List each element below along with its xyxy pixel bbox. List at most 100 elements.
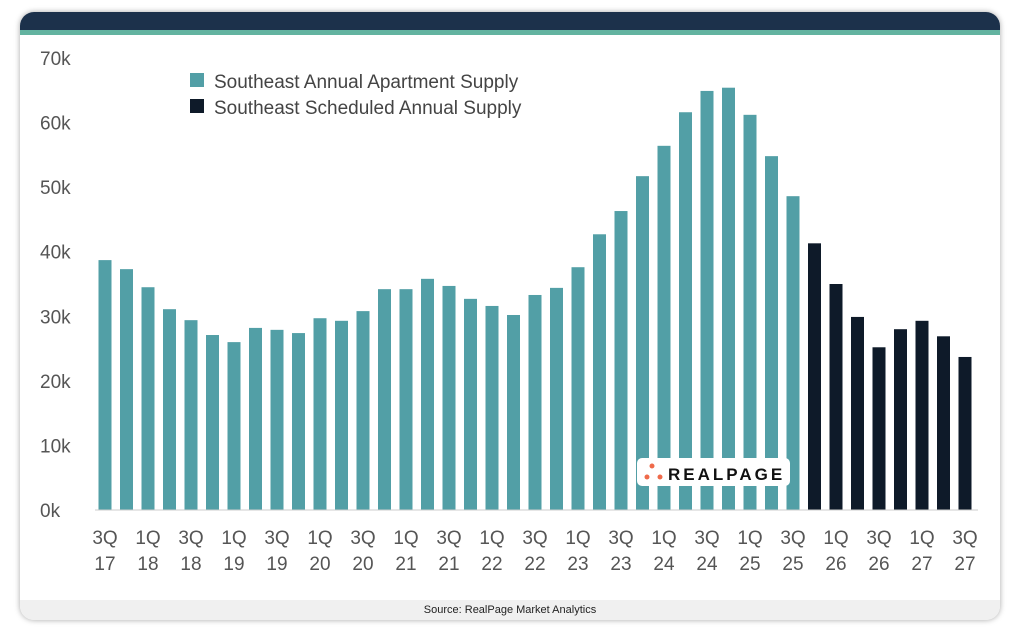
x-tick-label: 3Q: [350, 528, 375, 549]
bar: [270, 329, 284, 510]
x-tick-year: 27: [911, 554, 932, 575]
x-tick-label: 1Q: [737, 528, 762, 549]
bar: [765, 156, 778, 511]
bar: [958, 356, 972, 510]
bar: [700, 90, 714, 510]
realpage-logo: REALPAGE: [637, 458, 790, 486]
bar: [786, 196, 800, 510]
bar: [227, 342, 241, 510]
y-tick-label: 60k: [40, 114, 71, 135]
x-tick-label: 1Q: [823, 528, 848, 549]
x-tick-year: 25: [739, 554, 760, 575]
x-tick-year: 27: [954, 554, 975, 575]
x-tick-label: 3Q: [952, 528, 977, 549]
bar: [614, 211, 628, 510]
y-tick-label: 10k: [40, 436, 71, 457]
x-tick-label: 3Q: [92, 528, 117, 549]
legend-swatch-actual: [190, 73, 204, 87]
bar: [507, 314, 520, 510]
x-tick-label: 3Q: [264, 528, 289, 549]
bar: [550, 287, 563, 510]
bar: [356, 311, 370, 510]
x-tick-year: 18: [180, 554, 201, 575]
legend-swatch-scheduled: [190, 99, 204, 113]
bar: [894, 329, 907, 510]
x-tick-year: 25: [782, 554, 803, 575]
bar: [141, 287, 155, 510]
bar: [571, 267, 585, 510]
bar: [206, 335, 219, 510]
y-tick-label: 0k: [40, 501, 61, 522]
bar: [657, 145, 671, 510]
x-tick-year: 20: [352, 554, 373, 575]
source-text: Source: RealPage Market Analytics: [423, 604, 597, 616]
bar: [335, 320, 348, 510]
bar: [442, 285, 456, 510]
y-tick-label: 50k: [40, 178, 71, 199]
bar: [378, 289, 391, 510]
bar: [163, 309, 176, 510]
source-footer: Source: RealPage Market Analytics: [20, 600, 1000, 620]
bar: [292, 333, 305, 510]
bar: [485, 305, 499, 510]
card-header-bar: [20, 12, 1000, 30]
bar: [120, 269, 133, 510]
x-tick-year: 18: [137, 554, 158, 575]
x-tick-year: 24: [696, 554, 718, 575]
x-tick-label: 3Q: [436, 528, 461, 549]
y-tick-label: 30k: [40, 307, 71, 328]
x-tick-year: 19: [223, 554, 244, 575]
x-tick-label: 1Q: [393, 528, 418, 549]
x-tick-label: 1Q: [307, 528, 332, 549]
bar: [722, 87, 735, 511]
bar: [528, 294, 542, 510]
x-tick-year: 23: [567, 554, 588, 575]
bar: [184, 320, 198, 510]
bar: [464, 298, 477, 510]
x-tick-label: 3Q: [866, 528, 891, 549]
bar: [421, 278, 434, 510]
x-tick-label: 1Q: [221, 528, 246, 549]
x-tick-label: 1Q: [909, 528, 934, 549]
bar: [851, 316, 864, 510]
bar: [593, 234, 606, 510]
x-tick-year: 17: [94, 554, 115, 575]
legend: Southeast Annual Apartment Supply Southe…: [190, 72, 522, 119]
x-tick-label: 1Q: [565, 528, 590, 549]
y-tick-label: 20k: [40, 372, 71, 393]
bar: [915, 320, 929, 510]
svg-text:REALPAGE: REALPAGE: [668, 465, 785, 484]
x-tick-label: 3Q: [694, 528, 719, 549]
x-tick-label: 1Q: [651, 528, 676, 549]
bar: [829, 284, 843, 510]
bar: [872, 347, 886, 510]
x-tick-label: 3Q: [608, 528, 633, 549]
bar: [98, 260, 112, 510]
legend-label-scheduled: Southeast Scheduled Annual Supply: [214, 98, 522, 119]
x-tick-year: 23: [610, 554, 631, 575]
legend-label-actual: Southeast Annual Apartment Supply: [214, 72, 519, 93]
y-tick-label: 70k: [40, 49, 71, 70]
y-tick-label: 40k: [40, 243, 71, 264]
x-tick-year: 22: [481, 554, 502, 575]
x-tick-year: 26: [825, 554, 846, 575]
bar: [313, 318, 327, 510]
bar: [399, 289, 413, 510]
bar: [937, 336, 950, 510]
x-tick-label: 3Q: [522, 528, 547, 549]
card-accent-line: [20, 30, 1000, 35]
bar: [808, 243, 821, 510]
x-tick-year: 21: [438, 554, 459, 575]
bar: [636, 176, 649, 510]
x-tick-label: 3Q: [780, 528, 805, 549]
x-tick-label: 3Q: [178, 528, 203, 549]
x-tick-year: 26: [868, 554, 889, 575]
x-tick-year: 21: [395, 554, 416, 575]
x-tick-year: 24: [653, 554, 675, 575]
x-tick-year: 19: [266, 554, 287, 575]
bar: [743, 114, 757, 510]
bar: [249, 327, 262, 510]
x-tick-year: 22: [524, 554, 545, 575]
x-tick-label: 1Q: [479, 528, 504, 549]
